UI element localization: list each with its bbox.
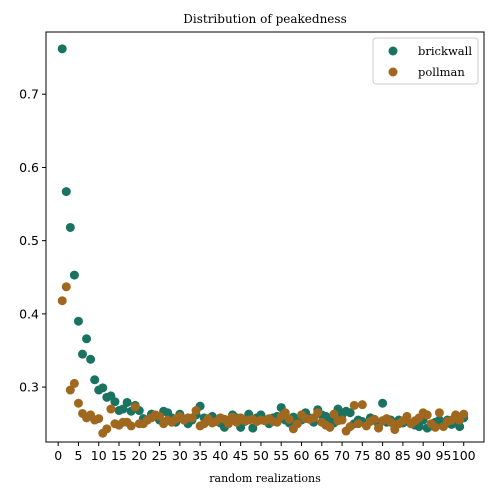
pollman-point <box>284 414 294 424</box>
brickwall-point <box>118 404 128 414</box>
plot-frame <box>45 31 485 443</box>
x-tick-label: 60 <box>294 448 310 463</box>
y-tick-label: 0.4 <box>19 306 39 321</box>
pollman-point <box>155 411 165 421</box>
y-tick-label: 0.6 <box>19 160 39 175</box>
brickwall-point <box>110 397 120 407</box>
x-tick-label: 40 <box>212 448 228 463</box>
x-tick-label: 70 <box>334 448 350 463</box>
pollman-point <box>102 424 112 434</box>
pollman-point <box>292 419 302 429</box>
x-tick-label: 55 <box>273 448 289 463</box>
x-tick-label: 65 <box>314 448 330 463</box>
x-tick-label: 95 <box>435 448 451 463</box>
legend-label-pollman: pollman <box>418 65 465 79</box>
pollman-point <box>459 409 469 419</box>
data-points <box>57 44 469 438</box>
x-tick-label: 25 <box>152 448 168 463</box>
pollman-point <box>402 411 412 421</box>
brickwall-point <box>61 187 71 197</box>
x-tick-label: 100 <box>452 448 476 463</box>
brickwall-point <box>82 334 92 344</box>
pollman-point <box>57 296 67 306</box>
brickwall-point <box>248 423 258 433</box>
pollman-point <box>61 282 71 292</box>
pollman-point <box>325 422 335 432</box>
legend-marker-brickwall <box>388 46 398 56</box>
pollman-point <box>357 400 367 410</box>
x-tick-label: 35 <box>192 448 208 463</box>
brickwall-point <box>69 270 79 280</box>
y-tick-label: 0.5 <box>19 233 39 248</box>
x-tick-label: 15 <box>111 448 127 463</box>
pollman-point <box>94 414 104 424</box>
pollman-point <box>345 422 355 432</box>
y-axis: 0.3 0.4 0.5 0.6 0.7 <box>19 87 46 395</box>
x-tick-label: 10 <box>91 448 107 463</box>
pollman-point <box>349 400 359 410</box>
pollman-point <box>337 415 347 425</box>
x-tick-label: 30 <box>172 448 188 463</box>
x-tick-label: 90 <box>415 448 431 463</box>
pollman-point <box>130 402 140 412</box>
pollman-point <box>386 417 396 427</box>
brickwall-point <box>86 354 96 364</box>
pollman-point <box>126 421 136 431</box>
brickwall-point <box>455 422 465 432</box>
pollman-point <box>187 413 197 423</box>
brickwall-point <box>90 375 100 385</box>
x-tick-label: 0 <box>54 448 62 463</box>
pollman-point <box>73 398 83 408</box>
brickwall-point <box>345 408 355 418</box>
y-tick-label: 0.7 <box>19 87 39 102</box>
x-tick-label: 75 <box>354 448 370 463</box>
series-pollman <box>57 282 469 438</box>
pollman-point <box>430 422 440 432</box>
x-tick-label: 5 <box>74 448 82 463</box>
brickwall-point <box>378 398 388 408</box>
pollman-point <box>374 423 384 433</box>
y-tick-label: 0.3 <box>19 380 39 395</box>
pollman-point <box>313 408 323 418</box>
pollman-point <box>69 378 79 388</box>
legend-marker-pollman <box>388 67 398 77</box>
pollman-point <box>280 408 290 418</box>
brickwall-point <box>65 222 75 232</box>
x-tick-label: 50 <box>253 448 269 463</box>
x-tick-label: 45 <box>233 448 249 463</box>
pollman-point <box>353 419 363 429</box>
legend-label-brickwall: brickwall <box>418 44 472 58</box>
pollman-point <box>329 409 339 419</box>
x-tick-label: 80 <box>375 448 391 463</box>
pollman-point <box>224 419 233 429</box>
brickwall-point <box>98 383 108 393</box>
pollman-point <box>422 410 432 420</box>
brickwall-point <box>78 349 87 359</box>
legend-box <box>372 37 479 85</box>
x-tick-label: 20 <box>131 448 147 463</box>
x-axis-label: random realizations <box>209 472 321 485</box>
pollman-point <box>434 408 444 418</box>
legend: brickwall pollman <box>372 37 479 85</box>
pollman-point <box>191 406 201 416</box>
series-brickwall <box>57 44 469 433</box>
brickwall-point <box>57 44 67 54</box>
brickwall-point <box>73 316 83 326</box>
chart-title: Distribution of peakedness <box>183 12 346 26</box>
brickwall-point <box>122 397 132 407</box>
pollman-point <box>370 414 379 424</box>
x-tick-label: 85 <box>395 448 411 463</box>
pollman-point <box>65 385 75 395</box>
x-axis: 0 5 10 15 20 25 30 35 40 45 50 55 60 65 70 75 80 85 90 95 10… <box>54 442 476 463</box>
pollman-point <box>106 404 116 414</box>
